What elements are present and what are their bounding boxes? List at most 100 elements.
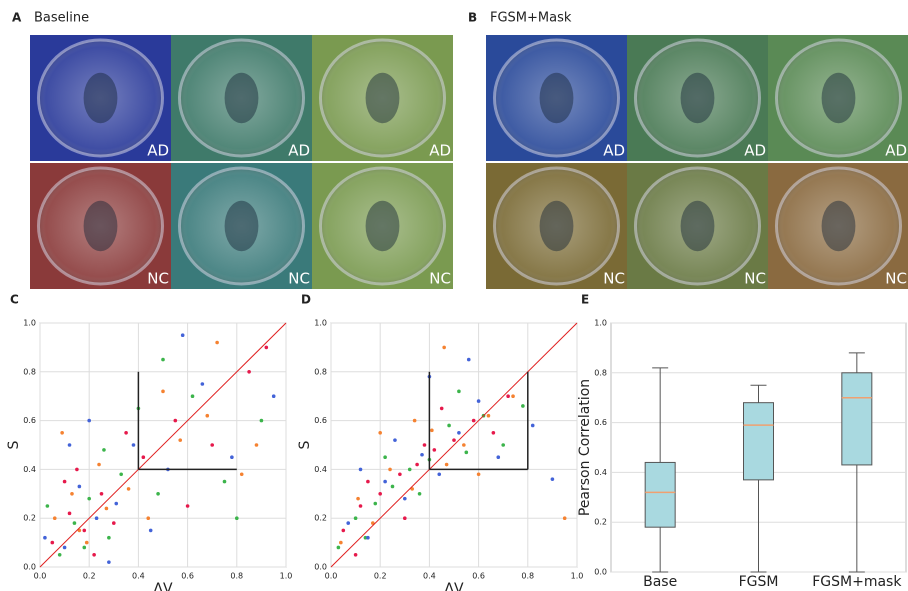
point <box>72 521 77 525</box>
point <box>52 516 57 520</box>
brain-image <box>768 35 908 161</box>
point <box>67 511 72 516</box>
point <box>222 479 227 484</box>
point <box>452 438 456 442</box>
point <box>398 472 402 477</box>
panel-letter: E <box>581 293 589 307</box>
point <box>67 443 72 447</box>
image-label: AD <box>744 142 766 160</box>
diagonal <box>330 322 578 568</box>
point <box>415 462 419 467</box>
point <box>45 504 50 508</box>
brain-image <box>171 35 312 161</box>
point <box>521 404 525 408</box>
ventricle <box>224 200 259 252</box>
point <box>346 521 351 525</box>
point <box>442 345 446 350</box>
point <box>339 540 343 545</box>
point <box>407 467 412 472</box>
point <box>119 472 123 477</box>
point <box>457 431 461 435</box>
point <box>239 472 244 477</box>
point <box>146 516 151 520</box>
brain-image <box>30 163 171 289</box>
point <box>432 448 437 452</box>
brain-shape <box>633 166 762 286</box>
point <box>82 528 87 533</box>
panel-letter: D <box>301 293 311 307</box>
point <box>363 535 368 540</box>
panel-letter: A <box>12 11 22 25</box>
point <box>43 535 47 540</box>
ventricle <box>680 200 715 252</box>
point <box>476 472 481 477</box>
ventricle <box>821 200 856 252</box>
panel-title: FGSM+Mask <box>490 11 572 26</box>
brain-shape <box>318 38 447 158</box>
point <box>102 448 106 452</box>
y-axis-label: S <box>6 440 22 449</box>
y-tick-label: 0.2 <box>594 518 607 527</box>
point <box>437 472 442 477</box>
image-label: AD <box>885 142 907 160</box>
panel-title: Baseline <box>34 11 89 26</box>
point <box>271 394 276 399</box>
ventricle <box>224 72 259 124</box>
point <box>247 370 251 374</box>
ventricle <box>821 72 856 124</box>
brain-image <box>30 35 171 161</box>
panel-letter: B <box>468 11 477 25</box>
y-tick-label: 0.6 <box>23 416 36 425</box>
brain-image <box>486 163 627 289</box>
point <box>173 418 178 423</box>
point <box>215 340 219 345</box>
point <box>447 423 451 428</box>
point <box>383 479 387 484</box>
point <box>126 487 131 491</box>
point <box>501 443 506 447</box>
y-tick-label: 0.2 <box>23 514 36 523</box>
x-tick-label: 0.4 <box>132 572 145 581</box>
box <box>841 372 873 466</box>
y-tick-label: 1.0 <box>594 319 607 328</box>
x-tick-label: 0.2 <box>374 572 387 581</box>
x-tick-label: 0.4 <box>423 572 436 581</box>
point <box>353 516 358 520</box>
point <box>430 428 434 433</box>
point <box>124 431 128 435</box>
point <box>341 528 346 533</box>
y-tick-label: 0.6 <box>594 418 607 427</box>
brain-shape <box>36 166 165 286</box>
diagonal <box>39 322 287 568</box>
point <box>358 504 363 508</box>
point <box>75 467 79 472</box>
brain-image <box>171 163 312 289</box>
point <box>62 545 67 550</box>
brain-shape <box>177 38 306 158</box>
point <box>457 389 461 394</box>
brain-shape <box>774 166 903 286</box>
y-tick-label: 0.4 <box>594 468 607 477</box>
point <box>378 492 383 496</box>
point <box>444 462 449 467</box>
y-tick-label: 1.0 <box>314 319 327 328</box>
y-tick-label: 0.4 <box>314 465 327 474</box>
x-tick-label: 1.0 <box>280 572 293 581</box>
x-tick-label: 0.8 <box>521 572 534 581</box>
brain-shape <box>492 166 621 286</box>
point <box>393 438 397 442</box>
point <box>420 452 424 457</box>
x-tick-label: 0.6 <box>181 572 194 581</box>
y-tick-label: 0.8 <box>23 367 36 376</box>
point <box>210 443 214 447</box>
point <box>422 443 427 447</box>
point <box>550 477 555 481</box>
y-tick-label: 0.8 <box>594 368 607 377</box>
x-tick-label: Base <box>643 574 677 590</box>
point <box>466 357 471 362</box>
ventricle <box>539 200 574 252</box>
brain-image <box>627 35 768 161</box>
point <box>107 535 111 540</box>
point <box>92 553 96 557</box>
x-tick-label: 0.6 <box>472 572 485 581</box>
